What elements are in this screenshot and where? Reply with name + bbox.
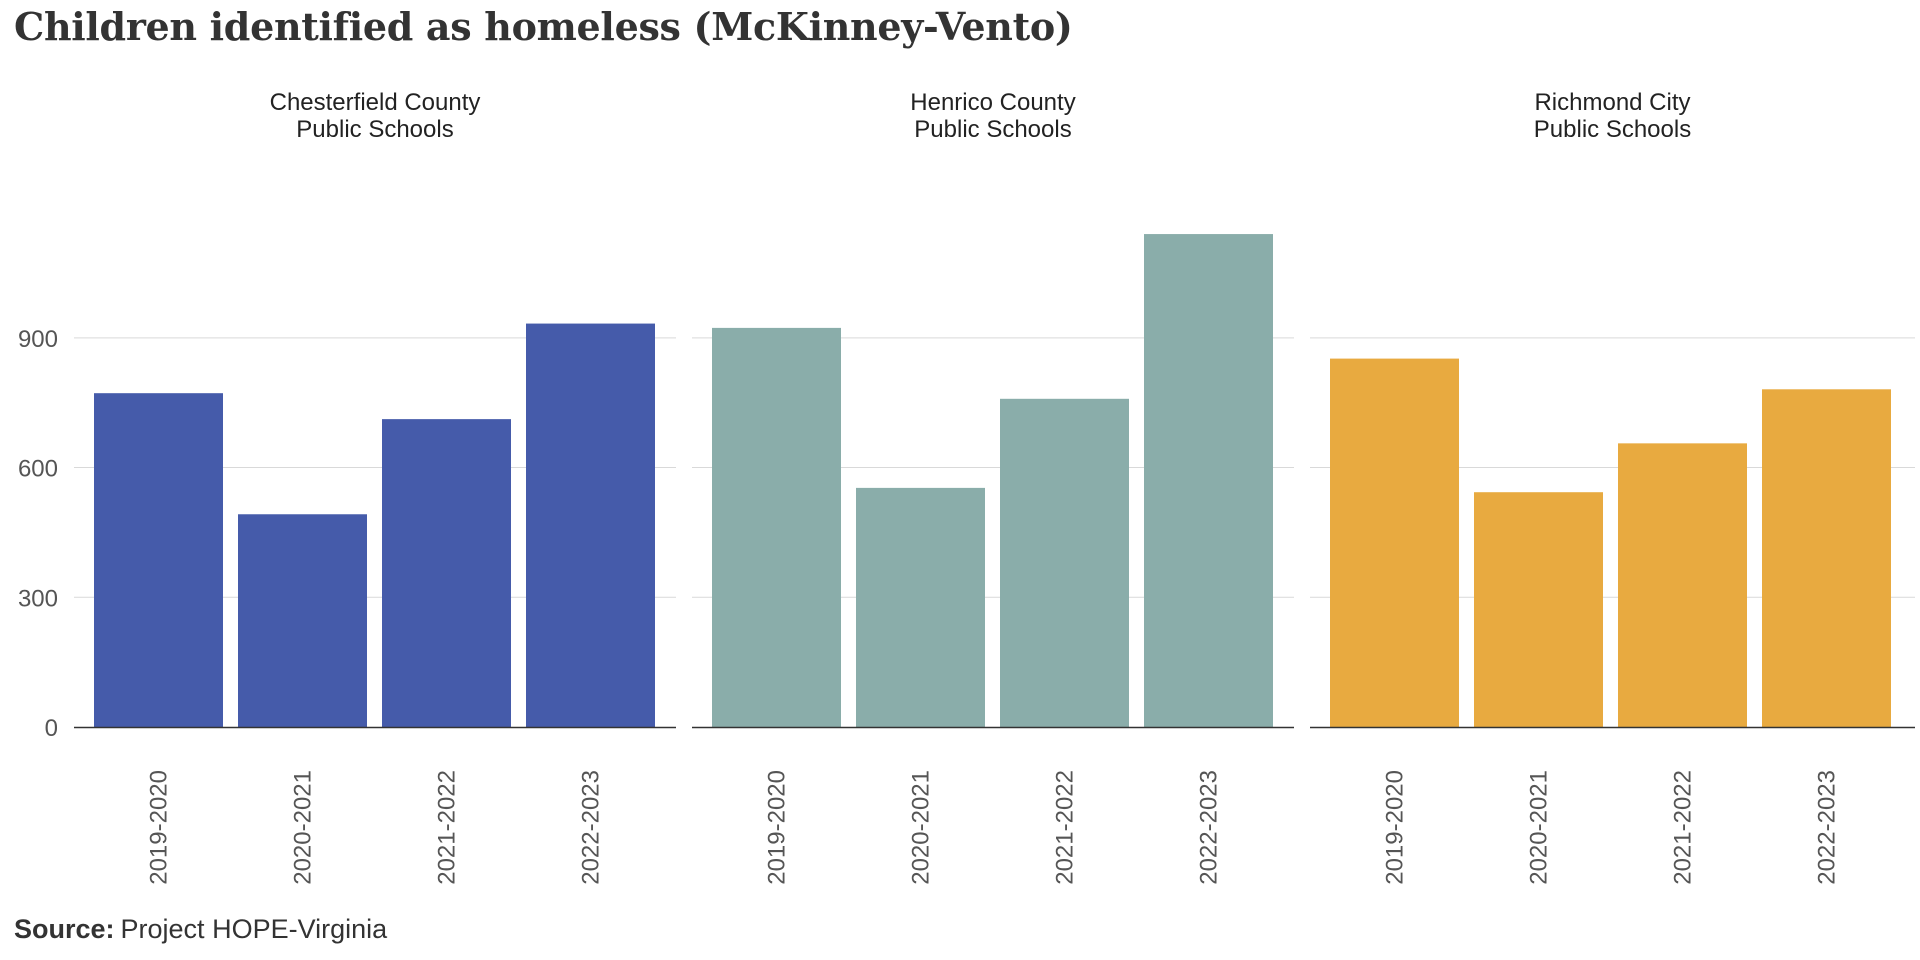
- bar: [856, 487, 985, 727]
- source-label: Source:: [14, 914, 115, 944]
- panel-title-line: Richmond City: [1534, 89, 1690, 116]
- x-tick-label: 2022-2023: [578, 770, 605, 885]
- x-tick-label: 2019-2020: [146, 770, 173, 885]
- y-tick-label: 600: [18, 456, 58, 483]
- panel-title-line: Public Schools: [296, 116, 453, 143]
- source-text: Project HOPE-Virginia: [120, 914, 388, 944]
- x-tick-label: 2022-2023: [1814, 770, 1841, 885]
- x-tick-label: 2021-2022: [434, 770, 461, 885]
- bar: [1474, 492, 1603, 727]
- x-tick-label: 2019-2020: [1382, 770, 1409, 885]
- bar: [1618, 443, 1747, 727]
- y-tick-label: 900: [18, 326, 58, 353]
- chart-title: Children identified as homeless (McKinne…: [14, 4, 1073, 49]
- x-tick-label: 2021-2022: [1670, 770, 1697, 885]
- x-tick-label: 2021-2022: [1052, 770, 1079, 885]
- bar: [1330, 358, 1459, 727]
- bar: [712, 327, 841, 727]
- bar: [94, 393, 223, 727]
- bar: [1000, 398, 1129, 727]
- bar: [1762, 389, 1891, 727]
- x-tick-label: 2020-2021: [1526, 770, 1553, 885]
- source-note: Source: Project HOPE-Virginia: [14, 914, 387, 945]
- panel-title-line: Public Schools: [1534, 116, 1691, 143]
- x-tick-label: 2020-2021: [908, 770, 935, 885]
- x-tick-label: 2022-2023: [1196, 770, 1223, 885]
- bar: [238, 514, 367, 727]
- y-tick-label: 0: [45, 715, 58, 742]
- bar: [526, 323, 655, 727]
- x-tick-label: 2020-2021: [290, 770, 317, 885]
- panel-title-line: Henrico County: [910, 89, 1075, 116]
- bar: [1144, 234, 1273, 727]
- bar: [382, 419, 511, 727]
- panel-title-line: Public Schools: [914, 116, 1071, 143]
- y-tick-label: 300: [18, 585, 58, 612]
- x-tick-label: 2019-2020: [764, 770, 791, 885]
- panel-title-line: Chesterfield County: [270, 89, 481, 116]
